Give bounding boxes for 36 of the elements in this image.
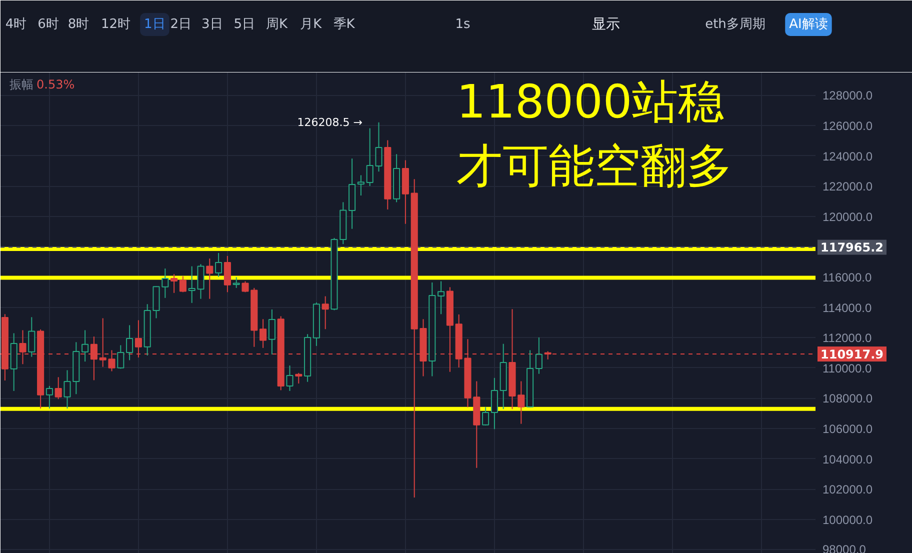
y-tick-label: 128000.0 <box>822 88 873 103</box>
y-tick-label: 108000.0 <box>822 392 873 406</box>
y-tick-label: 110000.0 <box>822 361 872 376</box>
annotation: 才可能空翻多 <box>456 138 732 192</box>
ref-line-label: 110917.9 <box>820 348 884 362</box>
y-tick-label: 106000.0 <box>822 422 873 436</box>
y-tick-label: 120000.0 <box>822 210 873 224</box>
y-tick-label: 122000.0 <box>822 180 873 194</box>
ref-line-label: 117965.2 <box>820 240 884 255</box>
annotation: 0.53% <box>36 78 75 92</box>
text: 3日 <box>202 17 223 32</box>
text: 1日 <box>144 17 166 32</box>
y-tick-label: 112000.0 <box>822 331 872 346</box>
text: 周K <box>266 17 288 32</box>
text: 8时 <box>68 17 90 32</box>
text: AI解读 <box>789 17 828 32</box>
annotation: 振幅 <box>10 78 34 92</box>
y-tick-label: 116000.0 <box>822 270 872 285</box>
text: 6时 <box>38 17 59 32</box>
text: 5日 <box>234 17 256 32</box>
text: 12时 <box>101 17 131 32</box>
y-tick-label: 126000.0 <box>822 119 873 134</box>
text: 2日 <box>170 17 192 32</box>
annotation: 118000站稳 <box>456 74 724 128</box>
text: eth多周期 <box>705 17 766 32</box>
text: 季K <box>333 17 356 32</box>
text: 4时 <box>5 17 27 32</box>
y-tick-label: 100000.0 <box>822 512 873 527</box>
annotation: 126208.5 → <box>297 116 363 129</box>
y-tick-label: 102000.0 <box>822 482 873 497</box>
y-tick-label: 114000.0 <box>822 300 872 315</box>
y-tick-label: 104000.0 <box>822 452 873 466</box>
text: 显示 <box>592 16 620 32</box>
text: 月K <box>300 17 322 32</box>
y-tick-label: 124000.0 <box>822 149 873 164</box>
text: 1s <box>455 17 471 32</box>
